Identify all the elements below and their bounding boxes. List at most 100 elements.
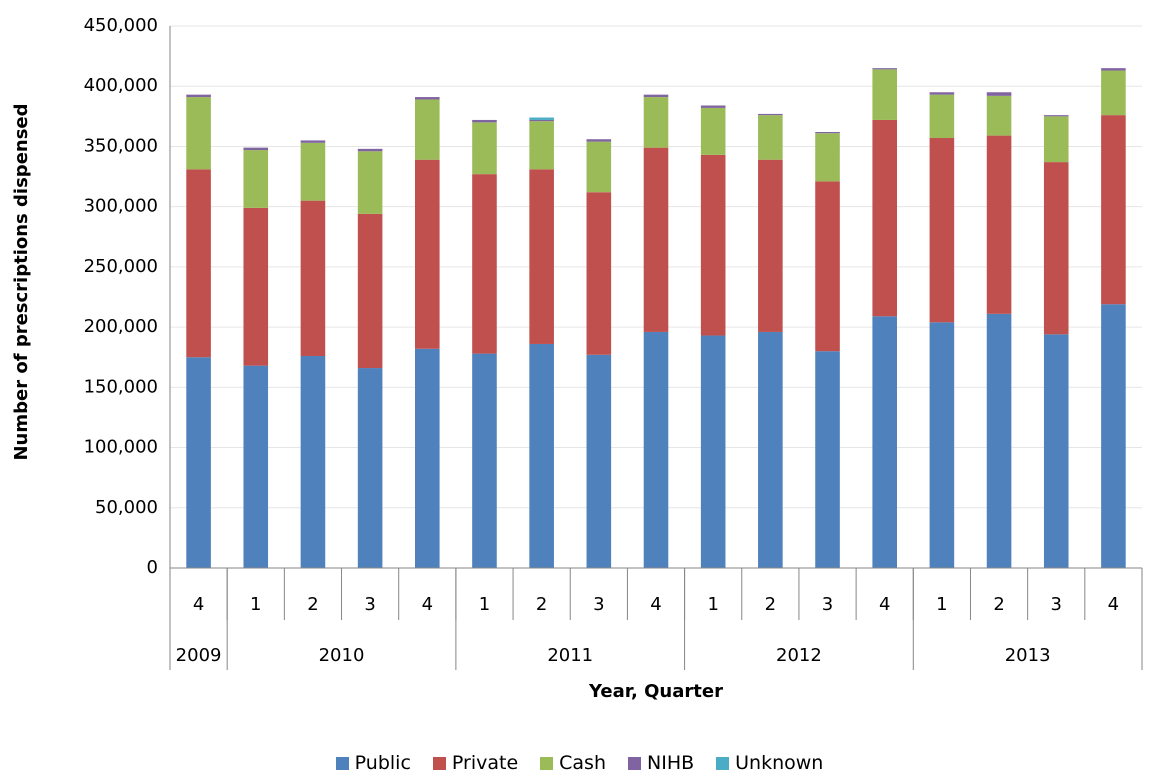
x-tick-label: 4 bbox=[193, 594, 204, 615]
bar-segment bbox=[1101, 304, 1126, 568]
bar-segment bbox=[1043, 115, 1069, 117]
bar-segment bbox=[1043, 334, 1069, 568]
legend: Public Private Cash NIHB Unknown bbox=[0, 752, 1159, 774]
bar-segment bbox=[1043, 116, 1069, 163]
y-tick-label: 450,000 bbox=[84, 15, 158, 36]
chart: Number of prescriptions dispensed Year, … bbox=[11, 15, 1143, 702]
y-tick-label: 0 bbox=[147, 557, 158, 578]
bar-segment bbox=[415, 97, 440, 100]
bar-segment bbox=[758, 115, 783, 160]
bar-segment bbox=[929, 94, 955, 139]
bar-segment bbox=[929, 138, 955, 323]
x-tick-label: 2 bbox=[993, 594, 1004, 615]
legend-label: Public bbox=[354, 752, 411, 774]
x-tick-label: 2 bbox=[536, 594, 547, 615]
x-tick-label: 1 bbox=[479, 594, 490, 615]
bar-segment bbox=[815, 131, 840, 134]
bar-segment bbox=[243, 207, 269, 366]
x-tick-label: 2 bbox=[307, 594, 318, 615]
bar-segment bbox=[1043, 162, 1069, 335]
bar-segment bbox=[815, 133, 840, 182]
x-tick-label: 4 bbox=[650, 594, 661, 615]
group-label: 2010 bbox=[319, 645, 365, 666]
y-tick-label: 400,000 bbox=[84, 75, 158, 96]
y-tick-label: 100,000 bbox=[84, 437, 158, 458]
bar-segment bbox=[357, 151, 383, 214]
y-tick-label: 50,000 bbox=[95, 497, 158, 518]
bar-segment bbox=[415, 348, 440, 568]
bar-segment bbox=[1101, 70, 1126, 116]
legend-label: Private bbox=[451, 752, 519, 774]
bar-segment bbox=[643, 147, 669, 332]
bar-segment bbox=[872, 316, 897, 568]
x-tick-label: 2 bbox=[765, 594, 776, 615]
y-tick-label: 150,000 bbox=[84, 376, 158, 397]
legend-swatch bbox=[540, 756, 554, 770]
y-axis-title: Number of prescriptions dispensed bbox=[11, 103, 32, 460]
bar-segment bbox=[529, 121, 554, 170]
bar-segment bbox=[300, 142, 326, 201]
x-tick-label: 3 bbox=[593, 594, 604, 615]
x-tick-label: 1 bbox=[250, 594, 261, 615]
bar-segment bbox=[529, 169, 554, 344]
group-label: 2009 bbox=[176, 645, 222, 666]
bar-segment bbox=[986, 92, 1012, 96]
x-tick-label: 1 bbox=[936, 594, 947, 615]
legend-label: NIHB bbox=[647, 752, 695, 774]
bar-segment bbox=[300, 140, 326, 143]
bar-segment bbox=[872, 68, 897, 70]
y-tick-label: 300,000 bbox=[84, 196, 158, 217]
bar-segment bbox=[929, 92, 955, 95]
y-tick-label: 250,000 bbox=[84, 256, 158, 277]
legend-swatch bbox=[628, 756, 641, 770]
group-label: 2012 bbox=[776, 645, 822, 666]
legend-item: Unknown bbox=[716, 752, 823, 774]
bar-segment bbox=[643, 331, 669, 568]
bar-segment bbox=[929, 322, 955, 568]
bar-segment bbox=[357, 148, 383, 152]
bar-segment bbox=[758, 113, 783, 116]
bar-segment bbox=[243, 150, 269, 208]
bar-segment bbox=[872, 119, 897, 317]
y-tick-label: 350,000 bbox=[84, 135, 158, 156]
bar-segment bbox=[758, 159, 783, 332]
bar-segment bbox=[415, 99, 440, 160]
bar-segment bbox=[586, 192, 612, 355]
bar-segment bbox=[529, 343, 554, 568]
bar-segment bbox=[872, 69, 897, 120]
bar-segment bbox=[186, 94, 211, 98]
bar-segment bbox=[300, 200, 326, 357]
legend-label: Cash bbox=[559, 752, 606, 774]
x-tick-label: 3 bbox=[1051, 594, 1062, 615]
bar-segment bbox=[186, 357, 211, 568]
bar-segment bbox=[472, 353, 497, 568]
y-tick-label: 200,000 bbox=[84, 316, 158, 337]
bar-segment bbox=[357, 213, 383, 369]
bar-segment bbox=[243, 365, 269, 568]
legend-item: Public bbox=[335, 752, 411, 774]
bar-segment bbox=[986, 95, 1012, 136]
x-tick-label: 3 bbox=[364, 594, 375, 615]
bar-segment bbox=[1101, 68, 1126, 71]
bar-segment bbox=[529, 119, 554, 122]
legend-item: Private bbox=[432, 752, 519, 774]
group-label: 2013 bbox=[1005, 645, 1051, 666]
legend-label: Unknown bbox=[735, 752, 824, 774]
bar-segment bbox=[586, 141, 612, 193]
bar-segment bbox=[986, 135, 1012, 314]
legend-item: Cash bbox=[540, 752, 606, 774]
bar-segment bbox=[758, 331, 783, 568]
x-tick-label: 1 bbox=[707, 594, 718, 615]
bar-segment bbox=[700, 335, 726, 568]
bar-segment bbox=[700, 154, 726, 336]
group-label: 2011 bbox=[547, 645, 593, 666]
bar-segment bbox=[643, 94, 669, 98]
bar-segment bbox=[243, 147, 269, 151]
bar-segment bbox=[1101, 115, 1126, 305]
bar-segment bbox=[700, 107, 726, 155]
x-tick-label: 4 bbox=[422, 594, 433, 615]
bar-segment bbox=[472, 174, 497, 354]
x-tick-label: 3 bbox=[822, 594, 833, 615]
bar-segment bbox=[643, 97, 669, 148]
